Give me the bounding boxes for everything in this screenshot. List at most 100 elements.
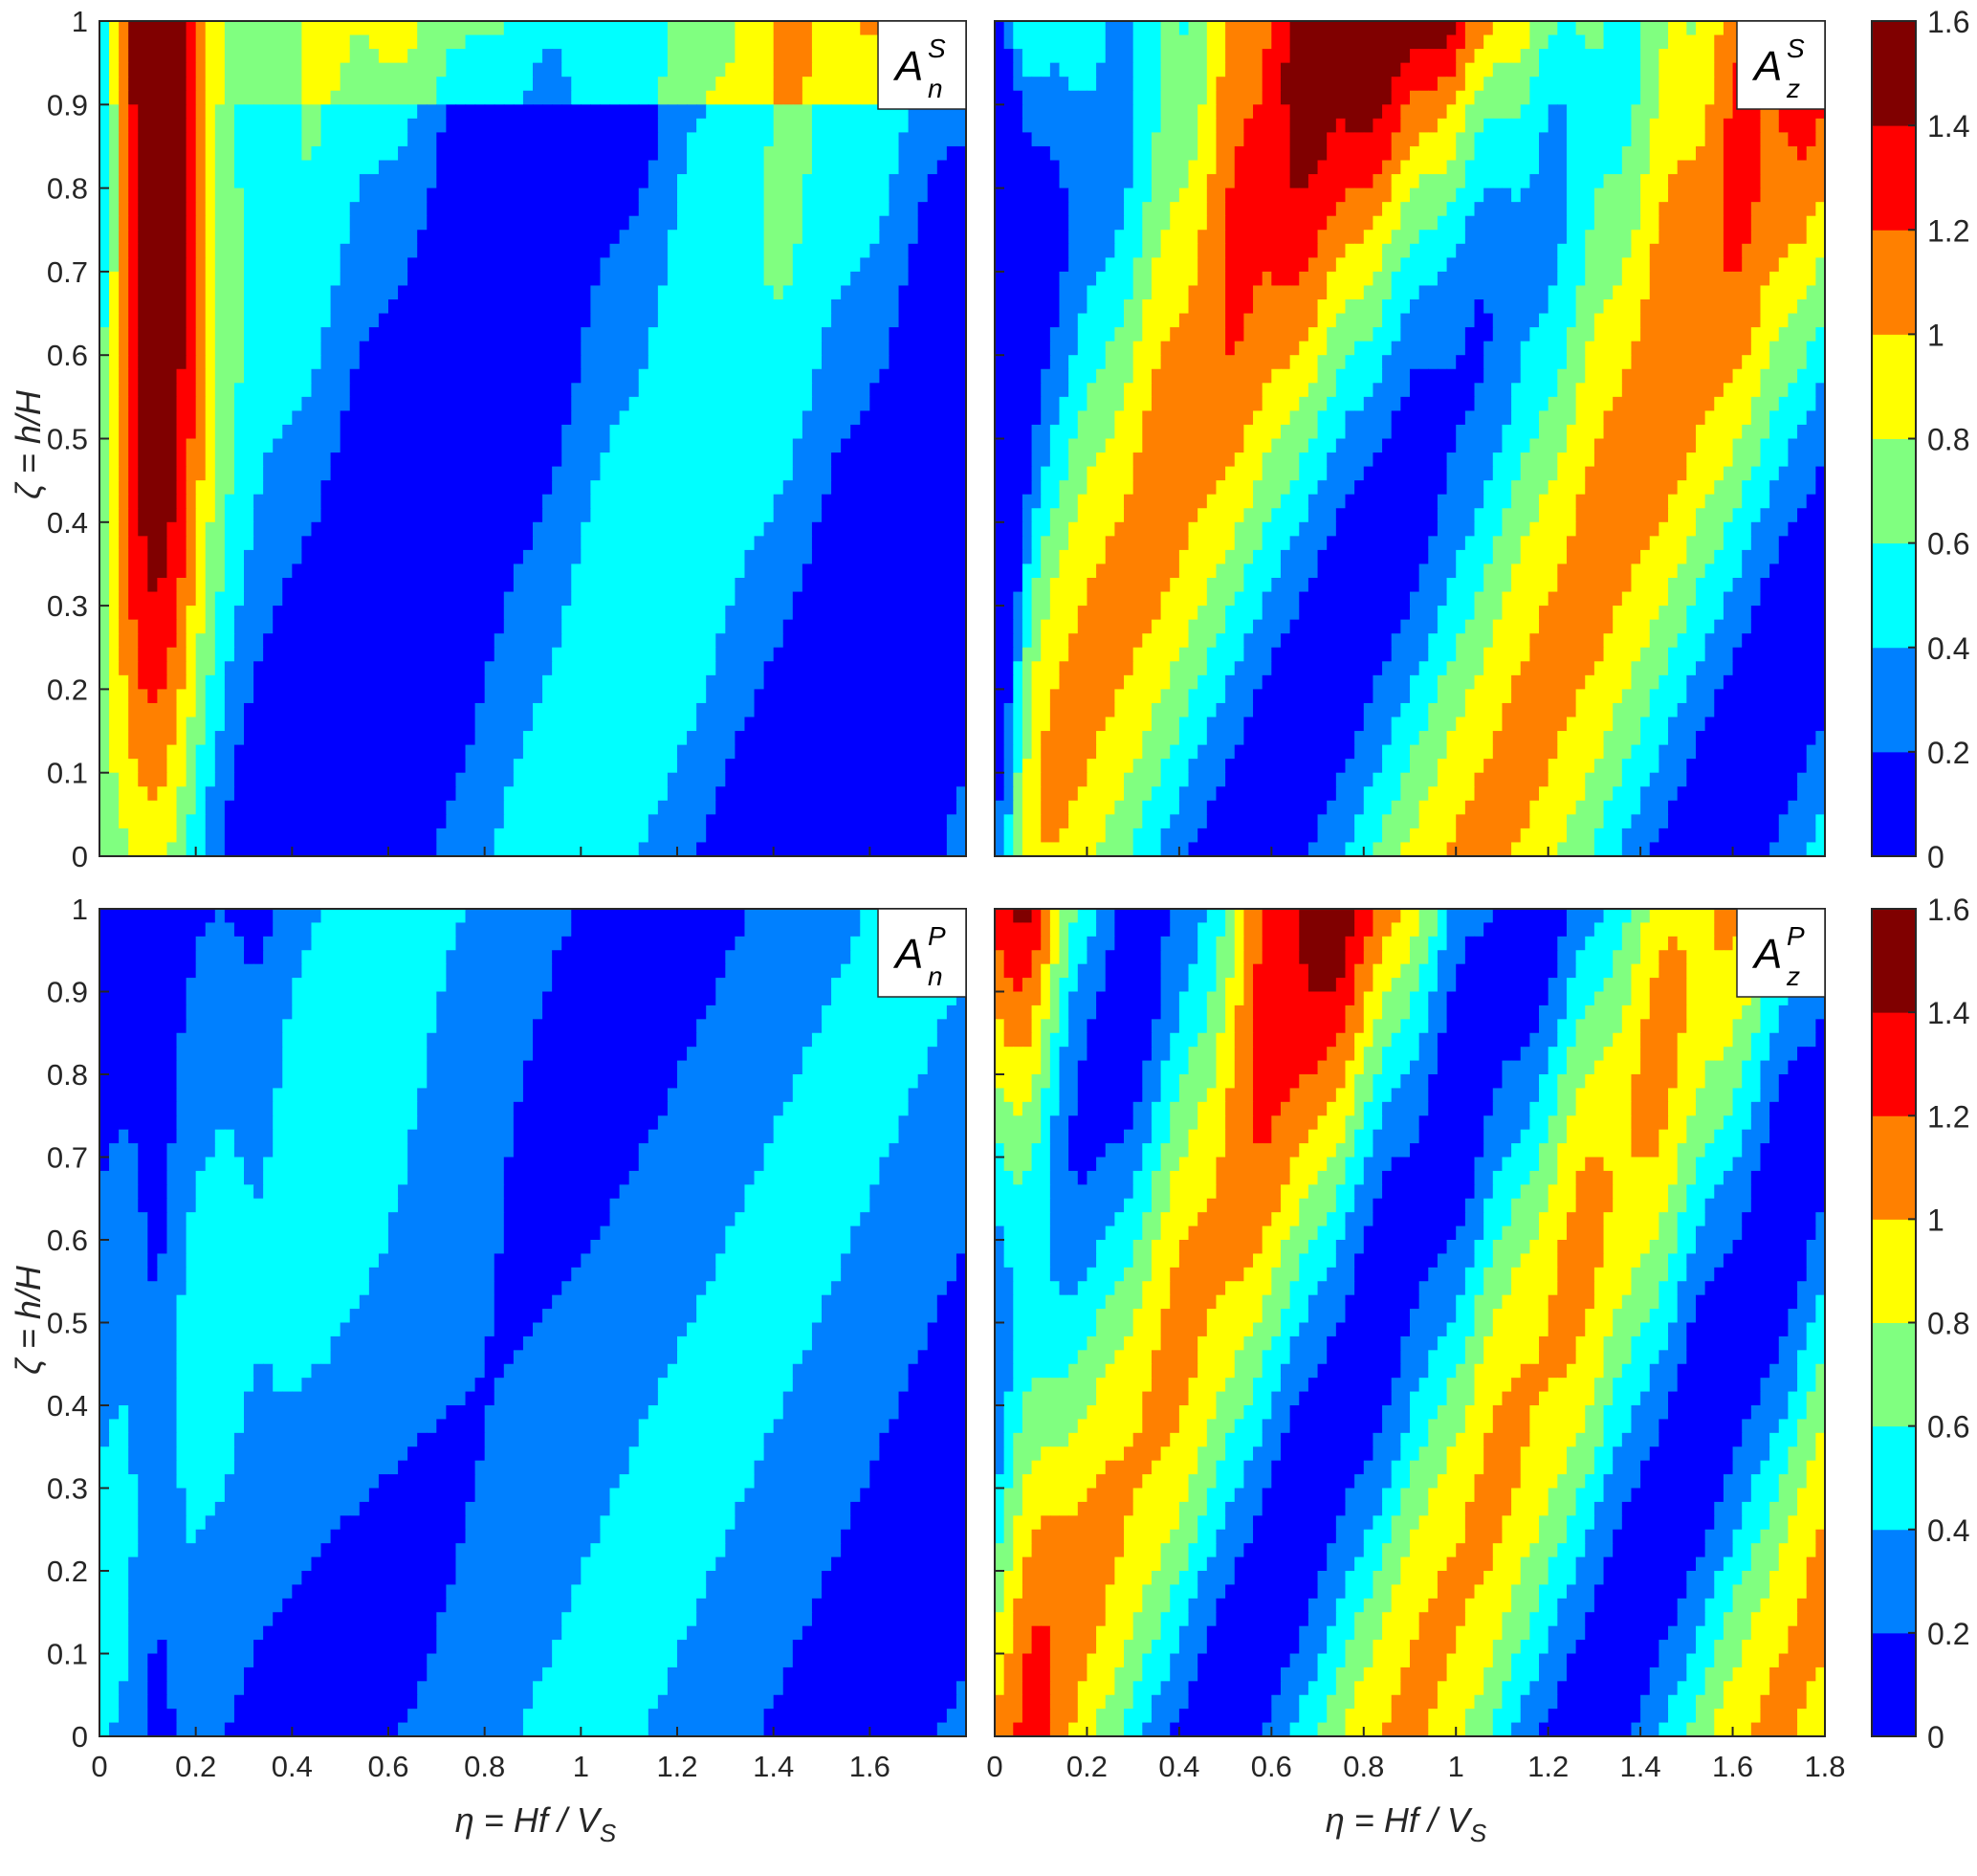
- contour-cell: [687, 215, 697, 231]
- contour-cell: [359, 549, 370, 565]
- contour-cell: [841, 772, 851, 787]
- contour-cell: [522, 215, 534, 231]
- contour-cell: [455, 271, 467, 287]
- contour-cell: [378, 674, 389, 690]
- contour-cell: [503, 452, 515, 468]
- contour-cell: [822, 188, 832, 203]
- contour-cell: [879, 731, 890, 746]
- contour-cell: [822, 285, 832, 300]
- contour-cell: [147, 772, 158, 787]
- contour-cell: [128, 77, 139, 92]
- contour-cell: [157, 299, 168, 315]
- contour-cell: [782, 717, 794, 732]
- contour-cell: [657, 271, 669, 287]
- contour-cell: [378, 188, 389, 203]
- contour-cell: [744, 702, 756, 718]
- contour-cell: [320, 368, 332, 384]
- contour-cell: [349, 327, 361, 342]
- contour-cell: [330, 77, 341, 92]
- contour-cell: [677, 230, 688, 245]
- contour-cell: [763, 772, 775, 787]
- contour-cell: [166, 34, 178, 50]
- contour-cell: [619, 536, 630, 551]
- contour-cell: [388, 174, 399, 189]
- contour-cell: [850, 480, 861, 496]
- contour-cell: [186, 118, 197, 133]
- contour-cell: [956, 702, 966, 718]
- contour-cell: [552, 424, 562, 440]
- contour-cell: [368, 619, 380, 634]
- contour-cell: [782, 313, 794, 328]
- contour-cell: [725, 104, 736, 120]
- contour-cell: [119, 21, 129, 36]
- contour-cell: [648, 49, 659, 64]
- contour-cell: [484, 578, 495, 593]
- contour-cell: [301, 674, 313, 690]
- contour-cell: [503, 396, 515, 411]
- contour-cell: [273, 188, 283, 203]
- contour-cell: [850, 104, 861, 120]
- contour-cell: [109, 452, 120, 468]
- contour-cell: [657, 591, 669, 607]
- contour-cell: [244, 731, 254, 746]
- contour-cell: [388, 215, 399, 231]
- contour-cell: [427, 410, 437, 426]
- contour-cell: [157, 285, 168, 300]
- contour-cell: [147, 689, 158, 704]
- contour-cell: [436, 744, 447, 760]
- contour-cell: [638, 313, 649, 328]
- contour-cell: [619, 606, 630, 621]
- contour-cell: [822, 731, 832, 746]
- contour-cell: [879, 341, 890, 356]
- contour-cell: [542, 759, 553, 774]
- contour-cell: [320, 174, 332, 189]
- contour-cell: [320, 731, 332, 746]
- contour-cell: [407, 717, 418, 732]
- contour-cell: [561, 591, 572, 607]
- contour-cell: [735, 188, 746, 203]
- contour-cell: [446, 355, 457, 370]
- contour-cell: [561, 299, 572, 315]
- contour-cell: [340, 34, 351, 50]
- contour-cell: [657, 521, 669, 537]
- contour-cell: [99, 424, 110, 440]
- contour-cell: [696, 563, 707, 579]
- contour-cell: [494, 62, 505, 77]
- contour-cell: [609, 549, 621, 565]
- contour-cell: [349, 661, 361, 676]
- contour-cell: [484, 49, 495, 64]
- contour-cell: [869, 383, 880, 398]
- contour-field: [99, 21, 966, 856]
- contour-cell: [889, 717, 900, 732]
- contour-cell: [581, 49, 591, 64]
- contour-cell: [822, 396, 832, 411]
- contour-cell: [359, 647, 370, 662]
- contour-cell: [407, 62, 418, 77]
- contour-cell: [841, 299, 851, 315]
- contour-cell: [552, 257, 562, 273]
- contour-cell: [330, 521, 341, 537]
- contour-cell: [427, 34, 437, 50]
- contour-cell: [609, 355, 621, 370]
- contour-cell: [147, 49, 158, 64]
- contour-cell: [850, 145, 861, 162]
- contour-cell: [176, 90, 187, 105]
- contour-cell: [831, 160, 842, 175]
- contour-cell: [349, 786, 361, 802]
- contour-cell: [581, 606, 591, 621]
- contour-cell: [869, 396, 880, 411]
- contour-cell: [571, 494, 582, 509]
- contour-cell: [763, 271, 775, 287]
- contour-cell: [763, 285, 775, 300]
- contour-cell: [879, 452, 890, 468]
- contour-cell: [831, 62, 842, 77]
- contour-cell: [301, 355, 313, 370]
- contour-cell: [224, 647, 235, 662]
- contour-cell: [600, 132, 611, 147]
- contour-cell: [773, 313, 784, 328]
- contour-cell: [677, 731, 688, 746]
- contour-cell: [619, 521, 630, 537]
- contour-cell: [715, 661, 726, 676]
- contour-cell: [301, 174, 313, 189]
- contour-cell: [619, 215, 630, 231]
